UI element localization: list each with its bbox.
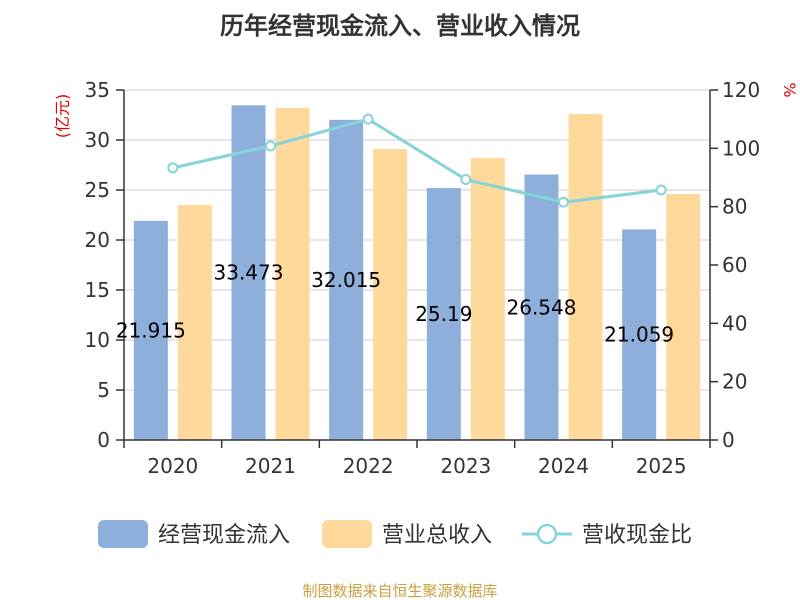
y-left-tick-label: 15 [85,278,110,302]
x-category-label: 2024 [538,454,589,478]
ratio-point [655,184,667,196]
y-right-tick-label: 100 [722,136,760,160]
cash-inflow-data-label: 25.19 [415,302,472,326]
cash-inflow-bar [524,174,559,440]
y-left-tick-label: 5 [97,378,110,402]
ratio-point [167,162,179,174]
y-right-unit-label: % [780,82,799,97]
cash-inflow-data-label: 32.015 [311,268,381,292]
cash-inflow-bar [231,105,266,441]
grid-lines [124,89,710,391]
legend-label: 营收现金比 [582,523,692,548]
ratio-point [265,140,276,152]
cash-inflow-bar [426,188,461,440]
y-left-tick-label: 35 [85,78,110,102]
x-category-label: 2022 [343,454,394,478]
cash-inflow-data-label: 26.548 [507,295,577,319]
y-left-tick-label: 0 [97,428,110,452]
y-left-tick-label: 25 [85,178,110,202]
ratio-line [172,117,662,204]
ratio-point [362,113,374,125]
cash-inflow-data-label: 21.915 [116,318,186,342]
cash-inflow-data-label: 33.473 [214,261,284,285]
legend-swatch-revenue [322,520,372,548]
bars-group [133,105,701,441]
revenue-bar [373,149,408,440]
cash-inflow-bar [329,119,364,440]
legend: 经营现金流入 营业总收入 营收现金比 [98,520,692,548]
source-note: 制图数据来自恒生聚源数据库 [302,582,497,600]
y-left-tick-label: 20 [85,228,110,252]
legend-swatch-ratio-marker [536,523,558,545]
revenue-bar [568,114,603,440]
cash-inflow-bar [133,220,168,440]
ratio-point [460,174,472,186]
revenue-bar [470,158,505,440]
revenue-bar [275,108,310,440]
revenue-bar [177,205,212,440]
y-right-tick-label: 80 [722,195,747,219]
y-left-tick-label: 10 [85,328,110,352]
legend-label: 营业总收入 [382,523,492,548]
x-category-label: 2020 [147,454,198,478]
chart-title: 历年经营现金流入、营业收入情况 [220,12,580,40]
revenue-bar [666,194,701,440]
y-right-tick-label: 120 [722,78,760,102]
y-right-tick-label: 40 [722,311,747,335]
data-labels-group: 21.915 33.473 32.015 25.19 26.548 21.059 [116,261,674,347]
y-left-tick-label: 30 [85,128,110,152]
y-right-tick-label: 0 [722,428,735,452]
y-right-tick-label: 60 [722,253,747,277]
y-left-unit-label: (亿元) [53,94,72,139]
cash-inflow-bar [622,229,657,440]
x-category-label: 2023 [440,454,491,478]
legend-swatch-cash-inflow [98,520,148,548]
cash-inflow-data-label: 21.059 [604,323,674,347]
x-category-label: 2025 [636,454,687,478]
ratio-point [558,196,569,208]
legend-label: 经营现金流入 [158,523,290,548]
y-right-tick-label: 20 [722,370,747,394]
line-series-group [167,113,667,208]
x-category-label: 2021 [245,454,296,478]
